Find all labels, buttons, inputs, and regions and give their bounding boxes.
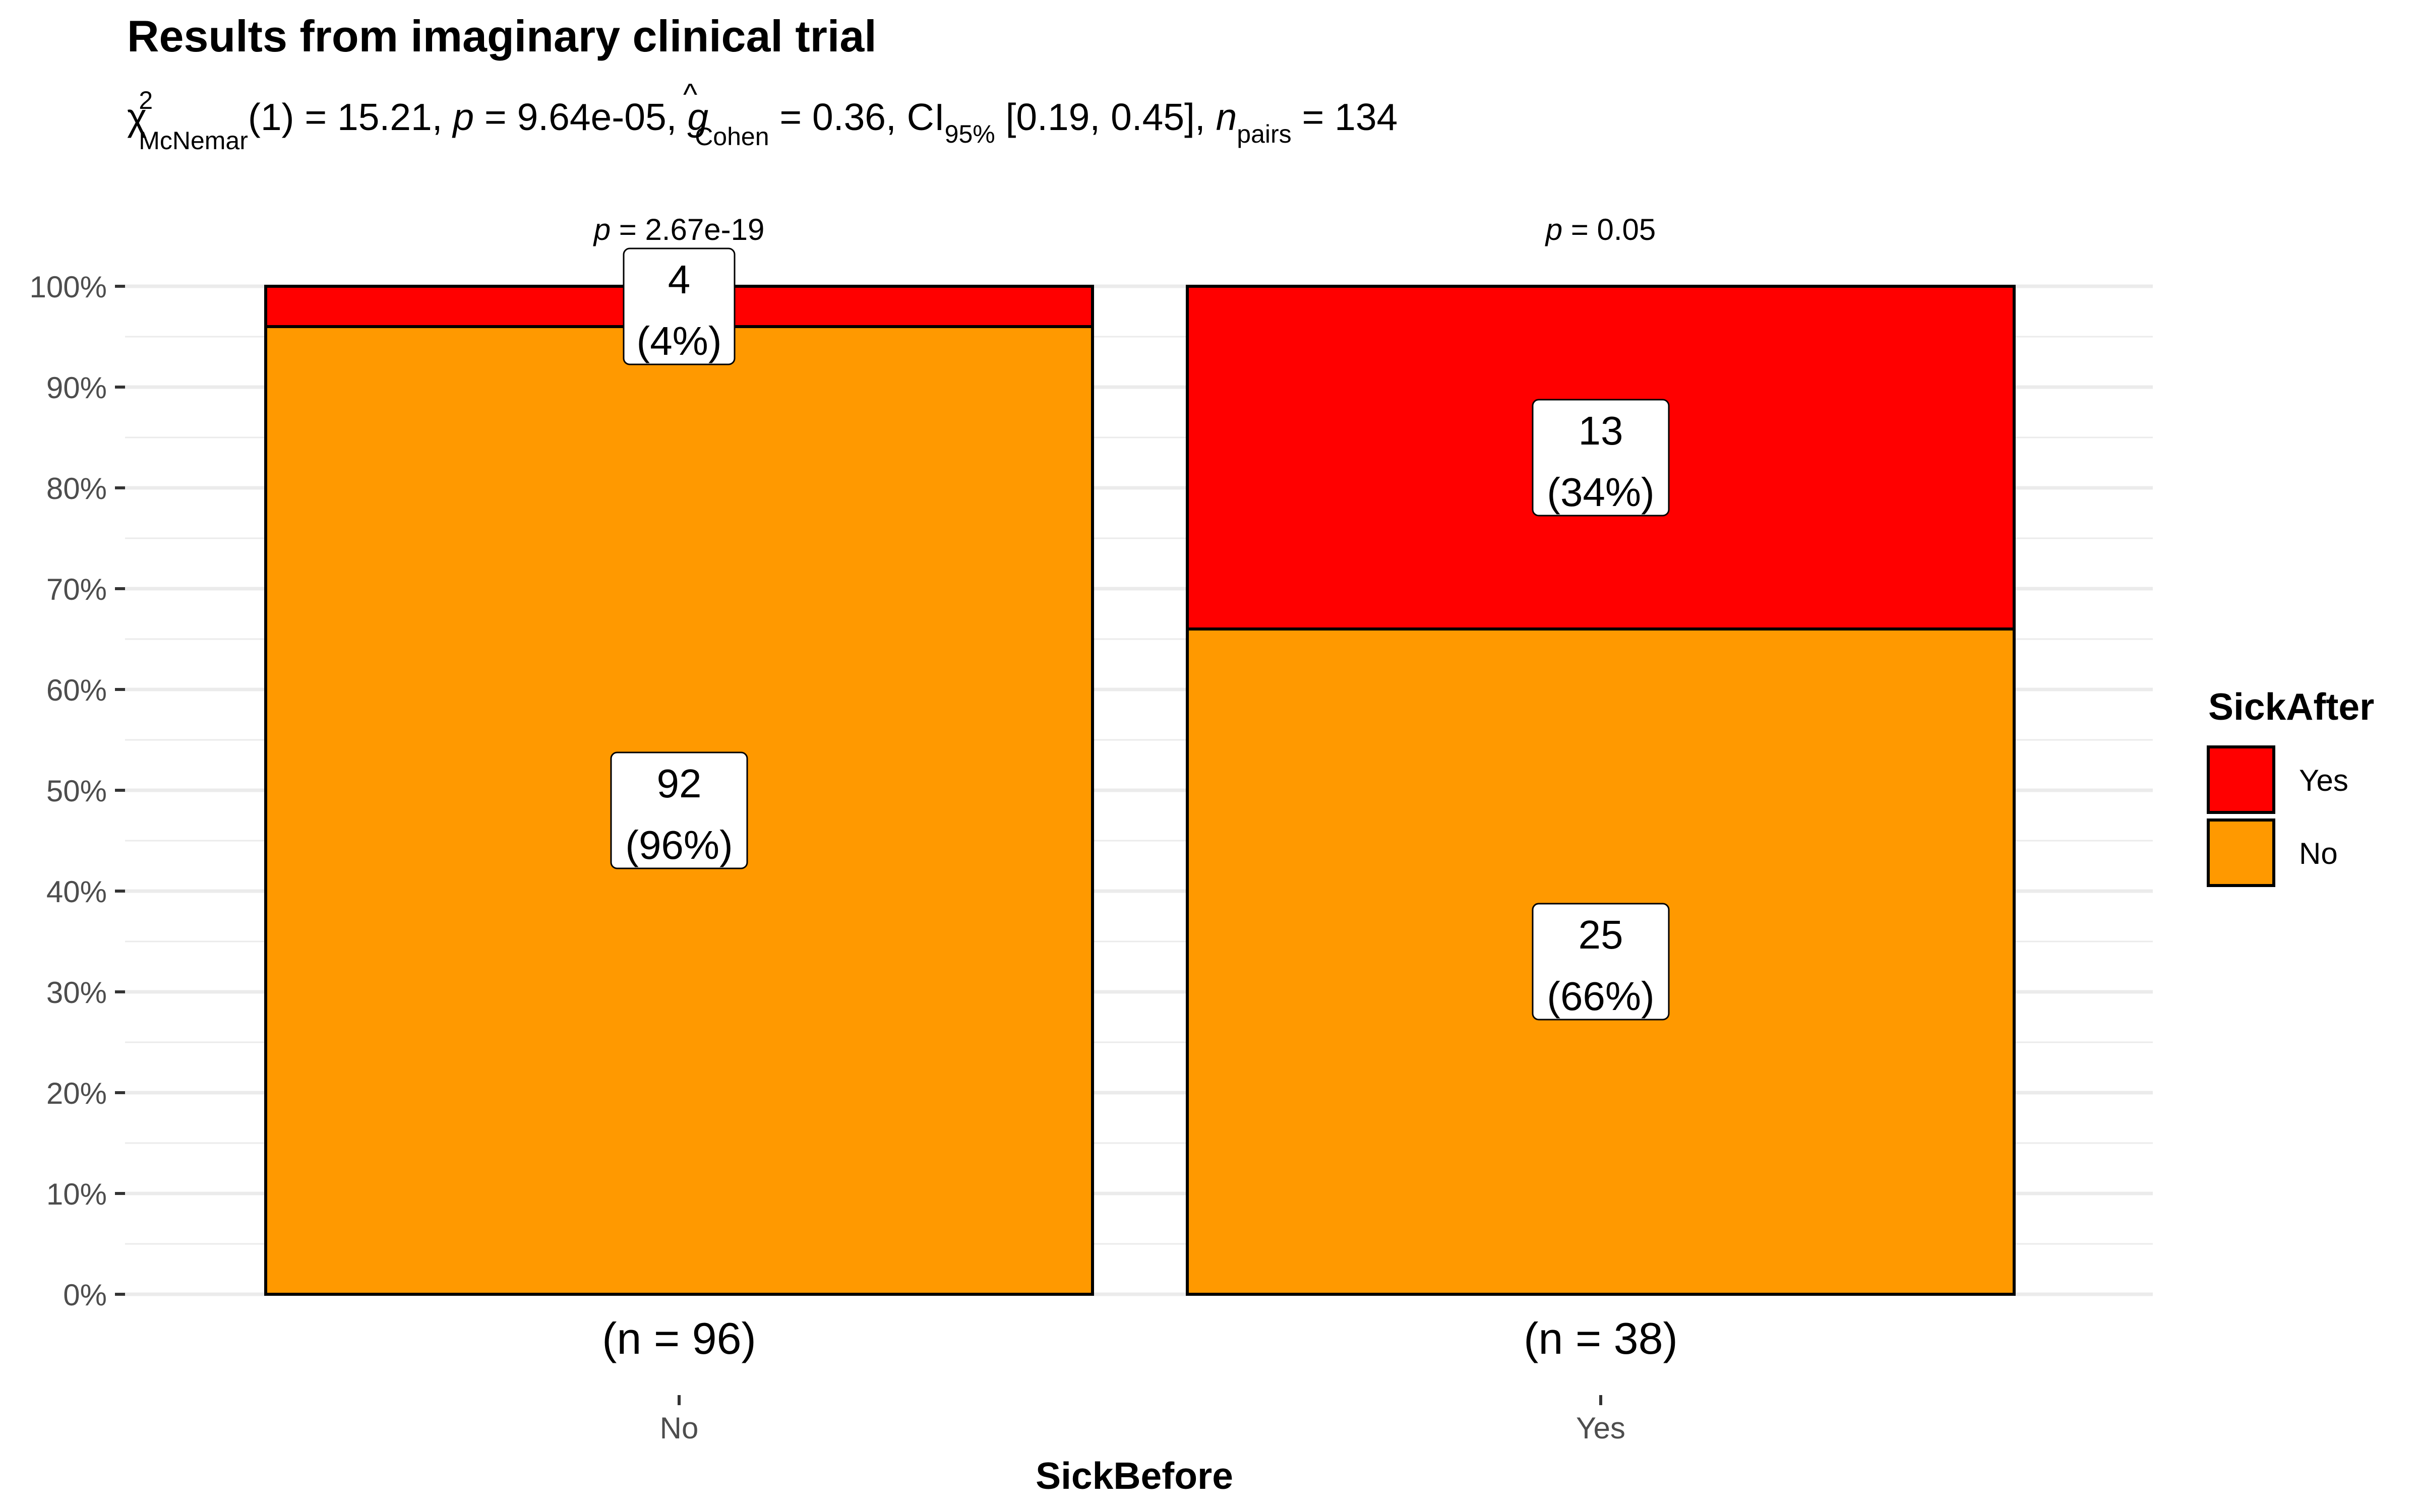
- data-label-box: [610, 751, 748, 869]
- y-tick-label: 10%: [46, 1177, 107, 1211]
- subtitle-n-sym: n: [1216, 96, 1237, 138]
- legend-label: Yes: [2299, 764, 2348, 797]
- legend-title: SickAfter: [2208, 685, 2374, 728]
- y-tick-label: 0%: [63, 1278, 107, 1312]
- data-label-count: 4: [668, 257, 691, 302]
- data-label-count: 13: [1579, 408, 1623, 453]
- chart-title: Results from imaginary clinical trial: [127, 11, 877, 61]
- y-tick-label: 100%: [30, 270, 107, 304]
- x-axis: (n = 96) No (n = 38) Yes: [602, 1313, 1678, 1445]
- subtitle-ci-val: [0.19, 0.45],: [995, 96, 1216, 138]
- chart-subtitle: χ2 McNemar(1) = 15.21, p = 9.64e-05, g^ Co…: [127, 78, 1398, 155]
- subtitle-p-val: = 9.64e-05,: [474, 96, 687, 138]
- y-tick-label: 70%: [46, 573, 107, 606]
- data-label-percent: (66%): [1547, 974, 1654, 1019]
- y-axis: 0% 10% 20% 30% 40% 50% 60% 70% 80% 90% 100%: [30, 270, 125, 1312]
- y-tick-label: 60%: [46, 673, 107, 707]
- subtitle-g-val: = 0.36, CI: [769, 96, 945, 138]
- legend: SickAfter Yes No: [2207, 685, 2374, 887]
- subtitle-chi-sub: McNemar: [139, 127, 248, 155]
- subtitle-ci-sub: 95%: [945, 120, 995, 148]
- y-tick-label: 40%: [46, 875, 107, 909]
- legend-label: No: [2299, 837, 2338, 870]
- p-value-label: p = 2.67e-19: [593, 213, 765, 246]
- data-label-count: 92: [657, 761, 702, 806]
- subtitle-df: (1) = 15.21,: [248, 96, 453, 138]
- data-label-box: [1532, 903, 1670, 1021]
- x-tick-label: No: [660, 1411, 699, 1445]
- data-label-count: 25: [1579, 912, 1623, 957]
- subtitle-g-hat: ^: [683, 78, 697, 111]
- subtitle-chi-sup: 2: [139, 86, 153, 114]
- subtitle-p-sym: p: [452, 96, 474, 138]
- legend-key: [2207, 745, 2275, 814]
- data-labels: 92 (96%) 4 (4%) p = 2.67e-19 25 (66%) 13 (34%) p …: [593, 213, 1670, 1021]
- legend-key: [2207, 818, 2275, 887]
- subtitle-g-sub: Cohen: [695, 122, 769, 151]
- y-tick-label: 30%: [46, 976, 107, 1010]
- data-label-percent: (34%): [1547, 470, 1654, 515]
- subtitle-n-val: = 134: [1292, 96, 1398, 138]
- y-tick-label: 20%: [46, 1077, 107, 1110]
- data-label-percent: (4%): [637, 319, 722, 363]
- x-axis-title: SickBefore: [1036, 1455, 1233, 1497]
- n-label: (n = 96): [602, 1313, 756, 1363]
- y-tick-label: 50%: [46, 774, 107, 808]
- subtitle-chi: χ: [127, 96, 147, 138]
- subtitle-n-sub: pairs: [1237, 120, 1291, 148]
- y-tick-label: 90%: [46, 371, 107, 405]
- data-label-percent: (96%): [625, 823, 733, 867]
- p-value-label: p = 0.05: [1545, 213, 1656, 246]
- y-tick-label: 80%: [46, 472, 107, 506]
- data-label-box: [1532, 399, 1670, 517]
- n-label: (n = 38): [1524, 1313, 1678, 1363]
- x-tick-label: Yes: [1576, 1411, 1625, 1445]
- subtitle-g-sym: g: [687, 96, 708, 138]
- data-label-box: [623, 247, 736, 365]
